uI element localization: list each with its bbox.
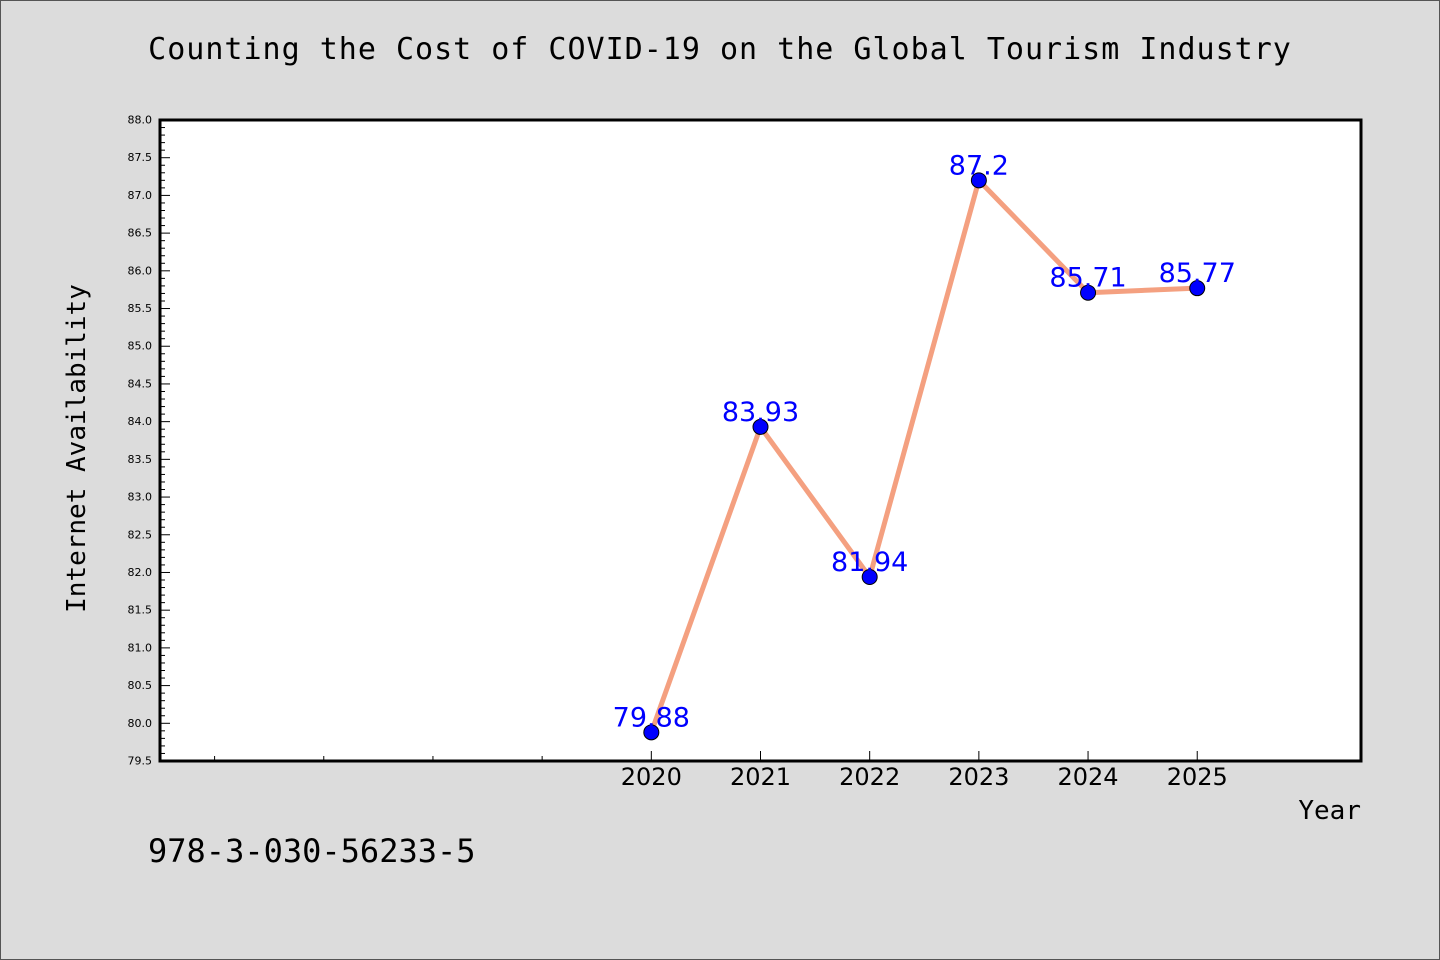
x-tick-label: 2020 xyxy=(621,763,682,791)
series-line xyxy=(648,177,1200,735)
y-tick-label: 86.0 xyxy=(128,264,153,277)
data-point xyxy=(1080,284,1097,301)
y-tick-label: 80.0 xyxy=(128,717,153,730)
y-tick-label: 82.5 xyxy=(128,528,153,541)
y-tick-label: 84.0 xyxy=(128,415,153,428)
data-label: 87.2 xyxy=(949,150,1009,181)
data-label: 81.94 xyxy=(831,547,908,578)
plot-area xyxy=(160,120,1361,761)
y-axis-label: Internet Availability xyxy=(62,284,92,613)
x-tick-label: 2021 xyxy=(730,763,791,791)
x-axis-label: Year xyxy=(1298,796,1361,826)
y-tick-label: 82.0 xyxy=(128,566,153,579)
x-tick-label: 2025 xyxy=(1167,763,1228,791)
data-point xyxy=(970,172,987,189)
data-label: 85.71 xyxy=(1049,263,1126,294)
y-tick-label: 84.5 xyxy=(128,377,153,390)
y-tick-label: 83.5 xyxy=(128,453,153,466)
y-tick-label: 85.5 xyxy=(128,302,153,315)
y-tick-label: 87.5 xyxy=(128,151,153,164)
data-label: 83.93 xyxy=(722,397,799,428)
data-label: 79.88 xyxy=(613,702,690,733)
data-point xyxy=(752,418,769,435)
y-tick-label: 81.0 xyxy=(128,641,153,654)
y-tick-label: 81.5 xyxy=(128,604,153,617)
data-point xyxy=(643,724,660,741)
y-tick-label: 79.5 xyxy=(128,755,153,768)
data-point xyxy=(1189,280,1206,297)
data-point xyxy=(861,568,878,585)
chart-title: Counting the Cost of COVID-19 on the Glo… xyxy=(148,32,1292,67)
y-tick-label: 88.0 xyxy=(128,114,153,127)
y-tick-label: 87.0 xyxy=(128,189,153,202)
x-tick-label: 2024 xyxy=(1058,763,1119,791)
y-tick-label: 80.5 xyxy=(128,679,153,692)
y-tick-label: 85.0 xyxy=(128,340,153,353)
isbn-caption: 978-3-030-56233-5 xyxy=(148,832,476,870)
x-tick-label: 2022 xyxy=(839,763,900,791)
y-tick-label: 83.0 xyxy=(128,491,153,504)
plot-border xyxy=(158,118,1363,763)
y-tick-label: 86.5 xyxy=(128,227,153,240)
data-label: 85.77 xyxy=(1159,258,1236,289)
x-tick-label: 2023 xyxy=(948,763,1009,791)
